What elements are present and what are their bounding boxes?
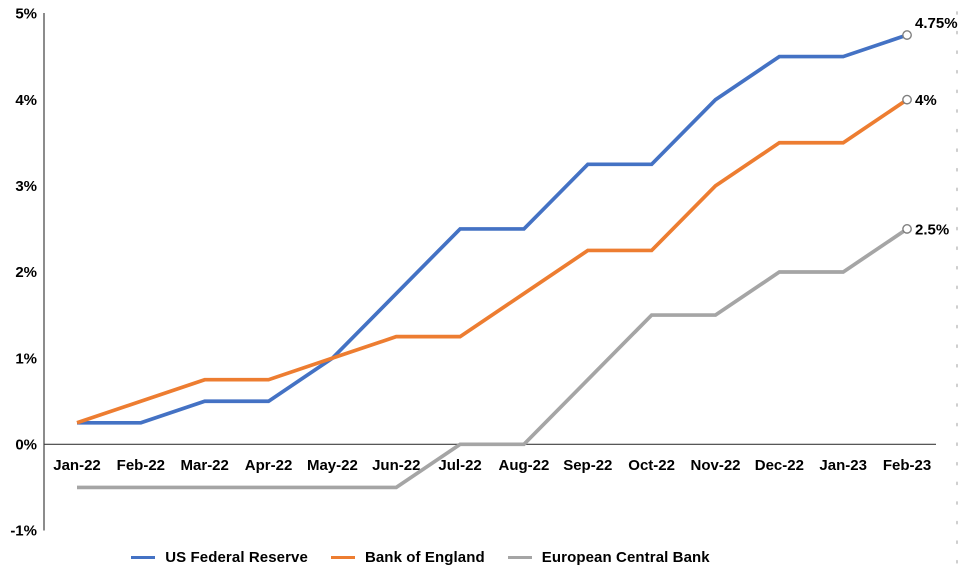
x-tick-label: Mar-22 — [181, 457, 229, 474]
legend-label-bank-of-england: Bank of England — [364, 549, 485, 566]
legend-swatch-bank-of-england — [330, 555, 355, 560]
legend-item-us-federal-reserve: US Federal Reserve — [131, 549, 308, 566]
x-tick-label: Apr-22 — [245, 457, 293, 474]
x-tick-label: Jan-23 — [819, 457, 867, 474]
y-tick-label: -1% — [10, 523, 37, 540]
legend-item-european-central-bank: European Central Bank — [507, 549, 710, 566]
series-line-us-federal-reserve — [77, 33, 908, 425]
y-tick-label: 5% — [15, 6, 37, 23]
y-tick-label: 2% — [15, 264, 37, 281]
y-tick-label: 4% — [15, 92, 37, 109]
x-tick-label: Jul-22 — [438, 457, 481, 474]
y-tick-label: 1% — [15, 350, 37, 367]
x-tick-label: Feb-23 — [883, 457, 931, 474]
series-line-bank-of-england — [76, 98, 909, 425]
y-tick-label: 3% — [15, 178, 37, 195]
x-tick-label: Aug-22 — [499, 457, 550, 474]
y-tick-label: 0% — [15, 437, 37, 454]
x-tick-label: Sep-22 — [563, 457, 612, 474]
chart-legend: US Federal Reserve Bank of England Europ… — [0, 549, 959, 566]
series-end-marker-european-central-bank — [902, 224, 912, 234]
legend-label-european-central-bank: European Central Bank — [541, 549, 710, 566]
series-end-label-european-central-bank: 2.5% — [915, 221, 949, 238]
x-tick-label: May-22 — [307, 457, 358, 474]
legend-label-us-federal-reserve: US Federal Reserve — [165, 549, 308, 566]
series-end-marker-bank-of-england — [902, 94, 912, 105]
series-end-label-bank-of-england: 4% — [915, 92, 937, 109]
x-tick-label: Feb-22 — [117, 457, 165, 474]
x-tick-label: Nov-22 — [690, 457, 740, 474]
x-tick-label: Jun-22 — [372, 457, 420, 474]
legend-item-bank-of-england: Bank of England — [330, 549, 485, 566]
x-tick-label: Oct-22 — [628, 457, 675, 474]
series-line-european-central-bank — [77, 227, 909, 490]
x-tick-label: Jan-22 — [53, 457, 101, 474]
x-tick-label: Dec-22 — [755, 457, 804, 474]
legend-swatch-us-federal-reserve — [131, 555, 156, 560]
series-end-marker-us-federal-reserve — [902, 30, 912, 40]
series-end-label-us-federal-reserve: 4.75% — [915, 15, 958, 32]
legend-swatch-european-central-bank — [507, 555, 532, 560]
